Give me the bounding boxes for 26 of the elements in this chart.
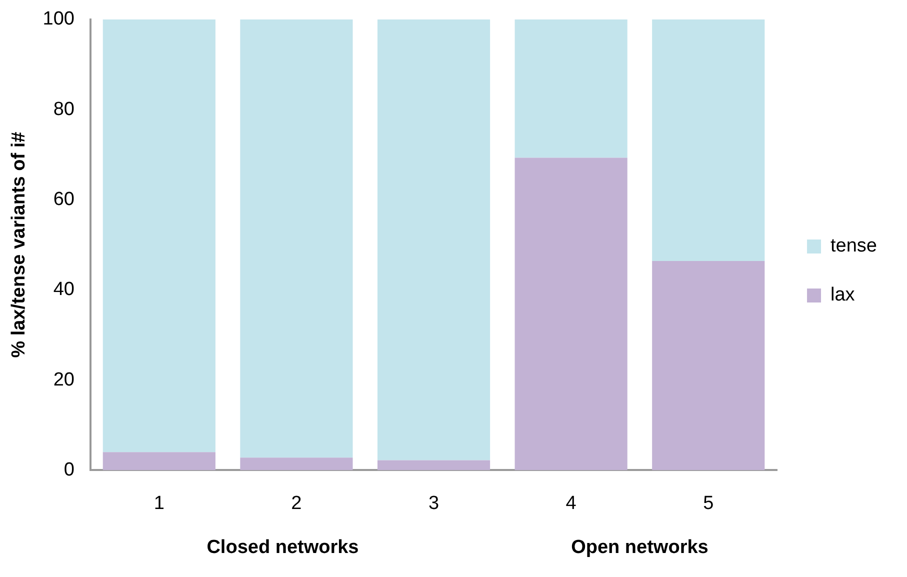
legend-label: lax [830,284,856,306]
x-tick-label: 1 [154,492,164,514]
bar [652,261,765,470]
y-axis-title: % lax/tense variants of i# [8,131,30,358]
bar [514,19,628,158]
x-tick-label: 2 [291,492,302,514]
text: Open networks [571,537,708,558]
x-tick-label: 5 [703,492,714,514]
legend-label: tense [830,236,878,257]
y-tick-label: 0 [64,459,74,480]
text: Closed networks [206,537,359,558]
bar [102,452,216,470]
y-tick-label: 60 [53,188,74,210]
y-tick-label: 100 [42,8,74,30]
x-tick-label: 3 [428,492,440,514]
y-tick-label: 20 [53,369,74,390]
bar [377,460,490,470]
bar [240,458,353,470]
y-tick-label: 80 [53,98,74,120]
bar [514,158,628,470]
y-tick-label: 40 [53,279,74,300]
bar [377,19,490,460]
x-tick-label: 4 [566,492,577,514]
bar [652,19,765,262]
bar [240,19,353,458]
bar [102,19,216,452]
